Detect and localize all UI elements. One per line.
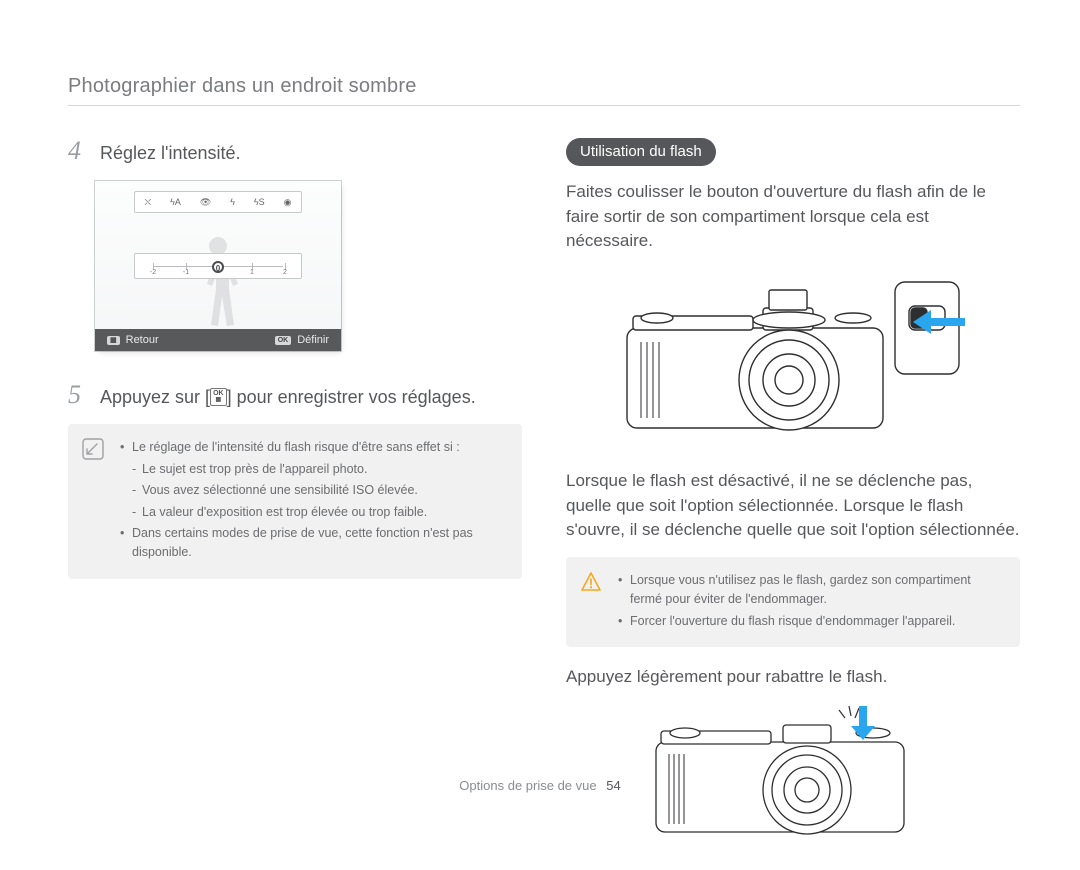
slider-label: -2 — [150, 269, 156, 276]
step-text: Réglez l'intensité. — [100, 141, 241, 166]
paragraph: Faites coulisser le bouton d'ouverture d… — [566, 180, 1020, 254]
flash-auto-icon: ϟA — [170, 197, 181, 207]
footer-page-number: 54 — [606, 778, 620, 793]
paragraph: Lorsque le flash est désactivé, il ne se… — [566, 469, 1020, 543]
lcd-preview: ⛌ ϟA 👁 ϟ ϟS ◉ -2 — [94, 180, 342, 352]
step-number: 5 — [68, 382, 86, 408]
lcd-bottom-bar: ▦ Retour OK Définir — [95, 329, 341, 351]
set-label: Définir — [297, 334, 329, 346]
page-title: Photographier dans un endroit sombre — [68, 75, 1020, 106]
redeye-icon: 👁 — [200, 197, 211, 208]
step-text: Appuyez sur [OK▦] pour enregistrer vos r… — [100, 385, 476, 410]
note-item: Lorsque vous n'utilisez pas le flash, ga… — [618, 571, 1002, 610]
note-item: Forcer l'ouverture du flash risque d'end… — [618, 612, 1002, 631]
flash-on-icon: ϟ — [230, 197, 235, 207]
note-lead: Le réglage de l'intensité du flash risqu… — [132, 440, 460, 454]
info-note: Le réglage de l'intensité du flash risqu… — [68, 424, 522, 578]
camera-flash-open-figure — [566, 268, 1020, 453]
intensity-slider: -2 -1 1 2 0 — [134, 253, 302, 279]
step-number: 4 — [68, 138, 86, 164]
page-footer: Options de prise de vue 54 — [0, 778, 1080, 793]
section-pill: Utilisation du flash — [566, 138, 716, 166]
slider-label: -1 — [183, 269, 189, 276]
footer-section: Options de prise de vue — [459, 778, 596, 793]
ok-key-icon: OK▦ — [210, 388, 227, 406]
slider-knob: 0 — [212, 261, 224, 273]
lcd-icon-bar: ⛌ ϟA 👁 ϟ ϟS ◉ — [134, 191, 302, 213]
step-4: 4 Réglez l'intensité. — [68, 138, 522, 166]
step-5: 5 Appuyez sur [OK▦] pour enregistrer vos… — [68, 382, 522, 410]
slider-label: 2 — [283, 269, 287, 276]
warning-icon — [580, 571, 602, 593]
right-column: Utilisation du flash Faites coulisser le… — [566, 138, 1020, 870]
silhouette-icon — [188, 233, 248, 329]
slider-label: 1 — [250, 269, 254, 276]
redeye-fix-icon: ◉ — [284, 197, 292, 208]
paragraph: Appuyez légèrement pour rabattre le flas… — [566, 665, 1020, 690]
left-column: 4 Réglez l'intensité. ⛌ ϟA 👁 ϟ ϟS ◉ — [68, 138, 522, 870]
note-info-icon — [82, 438, 104, 460]
note-sub-item: Vous avez sélectionné une sensibilité IS… — [132, 481, 504, 500]
warning-note: Lorsque vous n'utilisez pas le flash, ga… — [566, 557, 1020, 647]
ok-key-icon: OK — [275, 336, 292, 345]
note-sub-item: La valeur d'exposition est trop élevée o… — [132, 503, 504, 522]
note-item: Dans certains modes de prise de vue, cet… — [120, 524, 504, 563]
back-label: Retour — [126, 334, 159, 346]
flash-slow-icon: ϟS — [254, 197, 265, 207]
flash-off-icon: ⛌ — [144, 197, 151, 208]
back-key-icon: ▦ — [107, 336, 120, 345]
note-sub-item: Le sujet est trop près de l'appareil pho… — [132, 460, 504, 479]
